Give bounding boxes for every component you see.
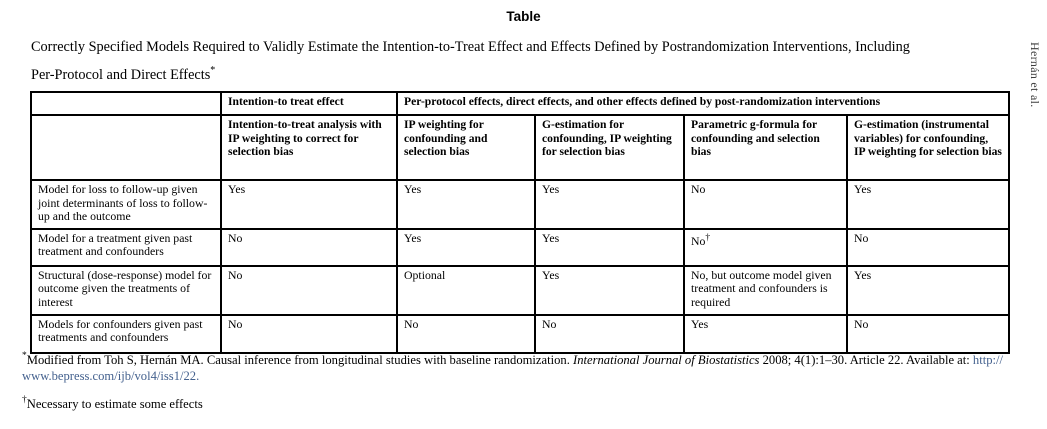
models-table: Intention-to treat effect Per-protocol e… [30,91,1011,354]
row-label: Structural (dose-response) model for out… [30,264,222,316]
cell: No [683,179,848,230]
cell: Yes [683,313,848,354]
table-row: Models for confounders given past treatm… [30,313,1011,354]
caption-footnote-marker: * [210,65,216,76]
cell: Yes [534,227,685,267]
header-method-gest: G-estimation for confounding, IP weighti… [534,114,685,181]
header-pp-group: Per-protocol effects, direct effects, an… [395,91,1011,116]
footnotes: *Modified from Toh S, Hernán MA. Causal … [22,349,1022,421]
cell: Yes [396,179,536,230]
row-label: Model for a treatment given past treatme… [30,227,222,267]
header-method-itt: Intention-to-treat analysis with IP weig… [220,114,398,181]
cell: Yes [845,179,1011,230]
table-caption: Correctly Specified Models Required to V… [31,36,1016,87]
cell: No [220,264,398,316]
header-group-row: Intention-to treat effect Per-protocol e… [30,91,1011,116]
header-method-gest-iv: G-estimation (instrumental variables) fo… [845,114,1011,181]
table-row: Model for a treatment given past treatme… [30,227,1011,267]
cell: No [220,227,398,267]
header-itt-group: Intention-to treat effect [220,91,398,116]
row-label: Model for loss to follow-up given joint … [30,179,222,230]
table-row: Structural (dose-response) model for out… [30,264,1011,316]
caption-line2: Per-Protocol and Direct Effects [31,66,211,83]
cell: No [220,313,398,354]
footnote-dagger-marker: † [22,395,27,406]
cell: No [534,313,685,354]
cell: Yes [534,179,685,230]
corner-cell-2 [30,114,222,181]
footnote-dagger-text: Necessary to estimate some effects [26,397,203,412]
dagger-footnote-marker: † [705,232,711,243]
row-label: Models for confounders given past treatm… [30,313,222,354]
cell: No [396,313,536,354]
cell-with-footnote: No† [683,227,848,267]
cell: Optional [396,264,536,316]
footnote-star-marker: * [22,351,27,361]
cell: No [845,227,1011,267]
cell: Yes [534,264,685,316]
running-head-authors: Hernán et al. [1028,42,1042,108]
cell: Yes [220,179,398,230]
bepress-link-part2[interactable]: www.bepress.com/ijb/vol4/iss1/22. [22,369,200,384]
cell: Yes [396,227,536,267]
footnote-star: *Modified from Toh S, Hernán MA. Causal … [22,349,1022,384]
header-method-row: Intention-to-treat analysis with IP weig… [30,114,1011,181]
cell: No, but outcome model given treatment an… [683,264,848,316]
footnote-star-text-2: 2008; 4(1):1–30. Article 22. Available a… [759,353,973,368]
header-method-gformula: Parametric g-formula for confounding and… [683,114,848,181]
footnote-star-text: Modified from Toh S, Hernán MA. Causal i… [26,353,573,368]
cell-text: No [691,233,706,248]
bepress-link-part1[interactable]: http:// [972,353,1004,368]
corner-cell [30,91,222,116]
footnote-journal-name: International Journal of Biostatistics [573,353,760,368]
cell: Yes [845,264,1011,316]
footnote-dagger: †Necessary to estimate some effects [22,393,1022,412]
caption-line1: Correctly Specified Models Required to V… [31,39,910,55]
header-method-ipw: IP weighting for confounding and selecti… [396,114,536,181]
table-row: Model for loss to follow-up given joint … [30,179,1011,230]
page-title: Table [506,9,541,24]
cell: No [845,313,1011,354]
